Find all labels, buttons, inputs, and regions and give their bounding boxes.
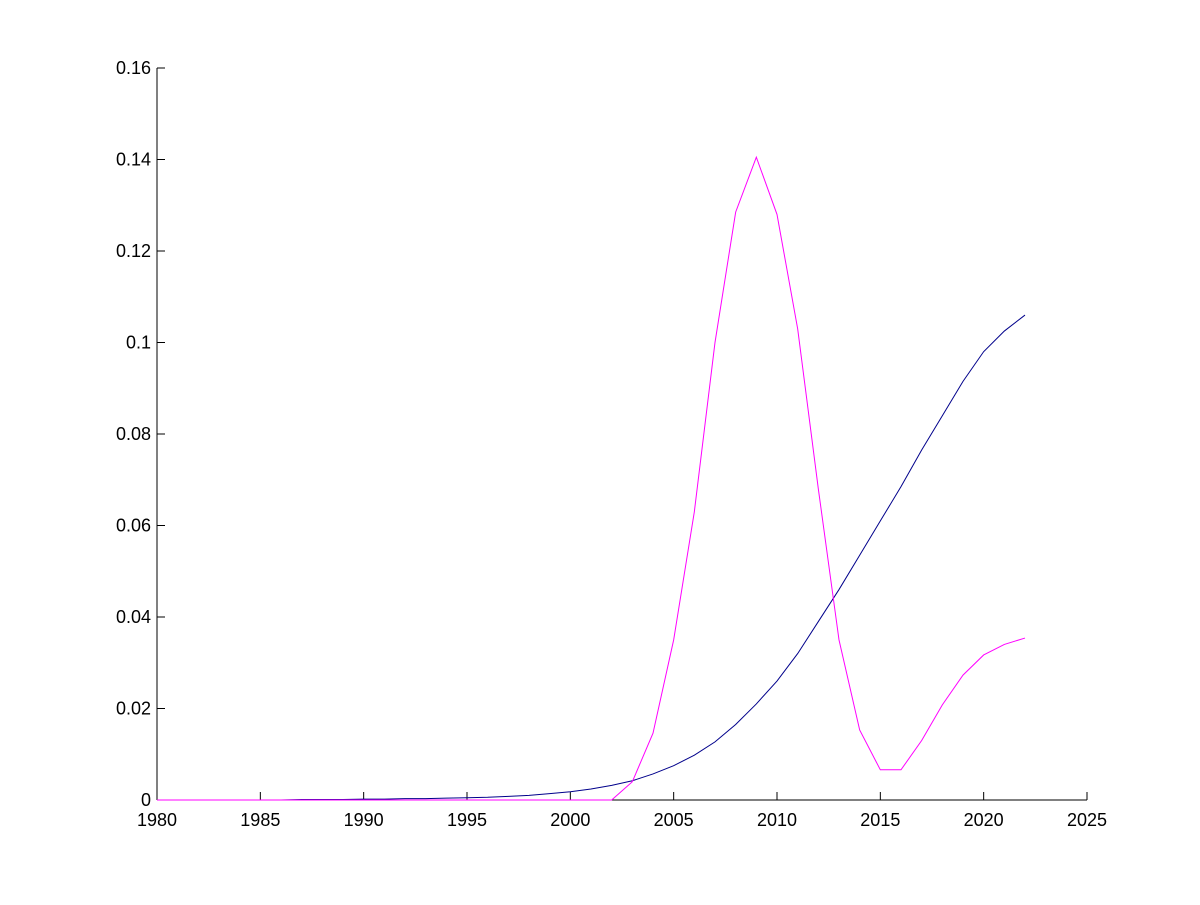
y-tick-label: 0.16: [116, 58, 151, 78]
series-line: [157, 155, 1026, 801]
x-tick-label: 2005: [654, 810, 694, 830]
x-tick-label: 1985: [240, 810, 280, 830]
y-tick-label: 0.04: [116, 607, 151, 627]
y-tick-label: 0.06: [116, 516, 151, 536]
y-tick-label: 0.14: [116, 150, 151, 170]
y-tick-label: 0.08: [116, 424, 151, 444]
x-tick-label: 2025: [1067, 810, 1107, 830]
y-tick-label: 0: [141, 790, 151, 810]
x-tick-label: 2000: [550, 810, 590, 830]
x-tick-label: 2015: [860, 810, 900, 830]
y-tick-label: 0.1: [126, 333, 151, 353]
x-tick-label: 1990: [344, 810, 384, 830]
x-tick-label: 1980: [137, 810, 177, 830]
x-tick-label: 1995: [447, 810, 487, 830]
y-tick-label: 0.02: [116, 699, 151, 719]
x-tick-label: 2020: [964, 810, 1004, 830]
x-tick-label: 2010: [757, 810, 797, 830]
y-tick-label: 0.12: [116, 241, 151, 261]
